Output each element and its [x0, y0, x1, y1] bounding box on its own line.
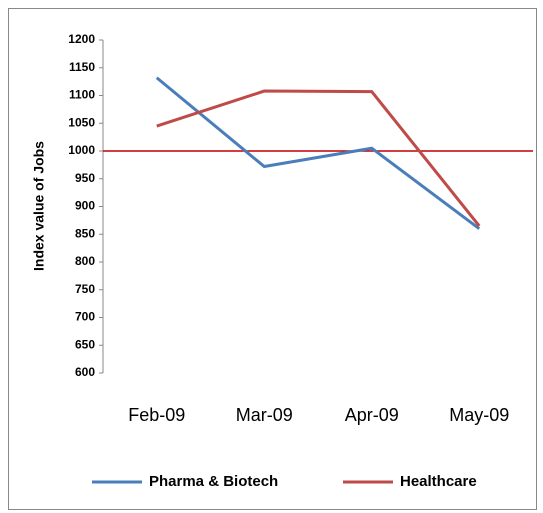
y-tick-label: 1050: [68, 115, 95, 129]
x-tick-label: Mar-09: [236, 405, 293, 425]
y-tick-label: 950: [75, 171, 95, 185]
legend-label: Pharma & Biotech: [149, 473, 278, 490]
series-line: [155, 76, 481, 230]
x-tick-label: Feb-09: [128, 405, 185, 425]
y-axis-title: Index value of Jobs: [31, 141, 47, 271]
y-tick-label: 1000: [68, 143, 95, 157]
y-tick-label: 1150: [69, 60, 95, 74]
y-tick-label: 900: [75, 199, 95, 213]
y-tick-label: 850: [75, 226, 95, 240]
y-tick-label: 1200: [68, 32, 95, 46]
y-tick-label: 1100: [69, 88, 95, 102]
legend-label: Healthcare: [400, 473, 477, 490]
y-tick-label: 600: [75, 365, 95, 379]
series-line: [156, 89, 481, 227]
y-tick-label: 800: [75, 254, 95, 268]
x-tick-label: Apr-09: [345, 405, 399, 425]
x-tick-label: May-09: [449, 405, 509, 425]
y-tick-label: 750: [75, 282, 95, 296]
y-tick-label: 700: [75, 310, 95, 324]
y-tick-label: 650: [75, 337, 95, 351]
